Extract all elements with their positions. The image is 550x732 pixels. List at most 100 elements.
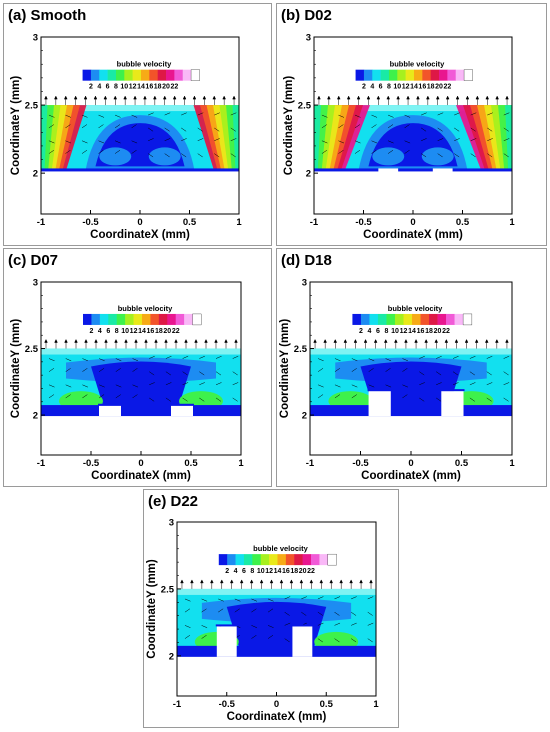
arrow-head bbox=[424, 338, 428, 343]
arrow bbox=[402, 394, 408, 399]
arrow bbox=[371, 149, 377, 154]
arrow bbox=[199, 382, 205, 386]
arrow bbox=[132, 394, 138, 399]
legend-swatch bbox=[157, 69, 167, 81]
arrow-head bbox=[435, 95, 440, 100]
arrow bbox=[371, 124, 377, 129]
arrow bbox=[334, 368, 341, 372]
legend-swatch bbox=[446, 313, 455, 325]
arrow bbox=[98, 124, 104, 129]
legend-swatch bbox=[302, 554, 312, 566]
legend-tick-label: 16 bbox=[417, 328, 425, 335]
x-tick-label: 0.5 bbox=[456, 217, 470, 228]
arrow-head bbox=[182, 95, 187, 100]
bottom-layer bbox=[310, 405, 512, 416]
arrow-head bbox=[346, 95, 351, 100]
legend-swatch bbox=[369, 313, 379, 325]
arrow bbox=[131, 114, 138, 118]
legend-swatch bbox=[394, 313, 404, 325]
legend-tick-label: 4 bbox=[234, 568, 238, 575]
arrow bbox=[385, 358, 392, 362]
arrow bbox=[387, 114, 394, 118]
pillar-0 bbox=[99, 405, 121, 417]
arrow-head bbox=[232, 95, 236, 100]
arrow bbox=[82, 368, 88, 372]
arrow bbox=[251, 625, 258, 628]
legend-swatch bbox=[439, 69, 448, 81]
arrow-head bbox=[210, 579, 214, 584]
arrow bbox=[65, 114, 72, 118]
arrow-head bbox=[317, 95, 321, 100]
arrow bbox=[99, 358, 105, 362]
legend-tick-label: 18 bbox=[425, 328, 433, 335]
arrow bbox=[131, 124, 137, 129]
legend-swatch bbox=[447, 69, 457, 81]
arrow-head bbox=[495, 95, 499, 100]
arrow bbox=[48, 368, 55, 372]
wall-solid bbox=[310, 415, 512, 455]
arrow-head bbox=[54, 95, 58, 100]
arrow-head bbox=[162, 95, 167, 100]
panel-title: (e) D22 bbox=[148, 493, 198, 510]
field-surface-band bbox=[177, 588, 376, 595]
arrow bbox=[301, 596, 307, 600]
legend-tick-label: 4 bbox=[370, 84, 374, 91]
panel-c: (c) D07 bubble velocity 2 4 6 8 10 12 14 16 18 20 22… bbox=[3, 248, 272, 487]
arrow bbox=[367, 638, 373, 643]
arrow bbox=[437, 138, 444, 141]
legend-tick-label: 14 bbox=[138, 328, 146, 335]
legend-swatch bbox=[403, 313, 413, 325]
pillar-top-1 bbox=[440, 389, 465, 392]
arrow-head bbox=[222, 95, 226, 100]
legend-swatch bbox=[277, 554, 287, 566]
arrow bbox=[338, 124, 344, 129]
arrow bbox=[65, 394, 71, 399]
arrow bbox=[436, 382, 442, 386]
legend-swatch bbox=[252, 554, 262, 566]
x-tick-label: 1 bbox=[236, 217, 242, 228]
legend-tick-label: 12 bbox=[265, 568, 273, 575]
arrow bbox=[214, 112, 220, 116]
arrow-head bbox=[64, 338, 68, 343]
arrow bbox=[201, 635, 207, 639]
legend-swatch bbox=[429, 313, 438, 325]
legend-swatch bbox=[115, 69, 125, 81]
legend-swatch bbox=[386, 313, 396, 325]
arrow bbox=[351, 368, 357, 372]
contour-field bbox=[41, 95, 239, 171]
arrow-head bbox=[356, 95, 361, 100]
arrow bbox=[232, 371, 238, 376]
arrow bbox=[367, 622, 374, 626]
arrow-head bbox=[464, 338, 469, 343]
arrow bbox=[469, 371, 475, 376]
arrow bbox=[115, 394, 121, 399]
legend-swatch bbox=[82, 69, 92, 81]
arrow bbox=[215, 397, 222, 402]
arrow-head bbox=[74, 338, 78, 343]
arrow bbox=[114, 124, 121, 129]
arrow-head bbox=[134, 338, 138, 343]
x-tick-label: 0 bbox=[410, 217, 415, 228]
arrow bbox=[321, 114, 328, 118]
legend-tick-label: 8 bbox=[387, 84, 391, 91]
legend-tick-label: 2 bbox=[362, 84, 366, 91]
arrow-head bbox=[329, 579, 334, 584]
arrow bbox=[230, 153, 236, 158]
y-tick-label: 3 bbox=[302, 278, 307, 289]
x-tick-label: -0.5 bbox=[355, 217, 372, 228]
legend-tick-label: 18 bbox=[155, 328, 163, 335]
arrow bbox=[215, 382, 222, 386]
arrow bbox=[149, 397, 155, 402]
panel-d: (d) D18 bubble velocity 2 4 6 8 10 12 14 16 18 20 22… bbox=[276, 248, 547, 487]
arrow bbox=[321, 140, 328, 144]
legend-tick-label: 4 bbox=[97, 84, 101, 91]
legend-swatch bbox=[149, 69, 158, 81]
legend-swatch bbox=[355, 69, 365, 81]
legend-swatch bbox=[363, 69, 373, 81]
pillar-1 bbox=[441, 391, 464, 417]
arrow bbox=[387, 140, 394, 144]
legend-swatch bbox=[235, 554, 245, 566]
legend-swatch bbox=[420, 313, 430, 325]
